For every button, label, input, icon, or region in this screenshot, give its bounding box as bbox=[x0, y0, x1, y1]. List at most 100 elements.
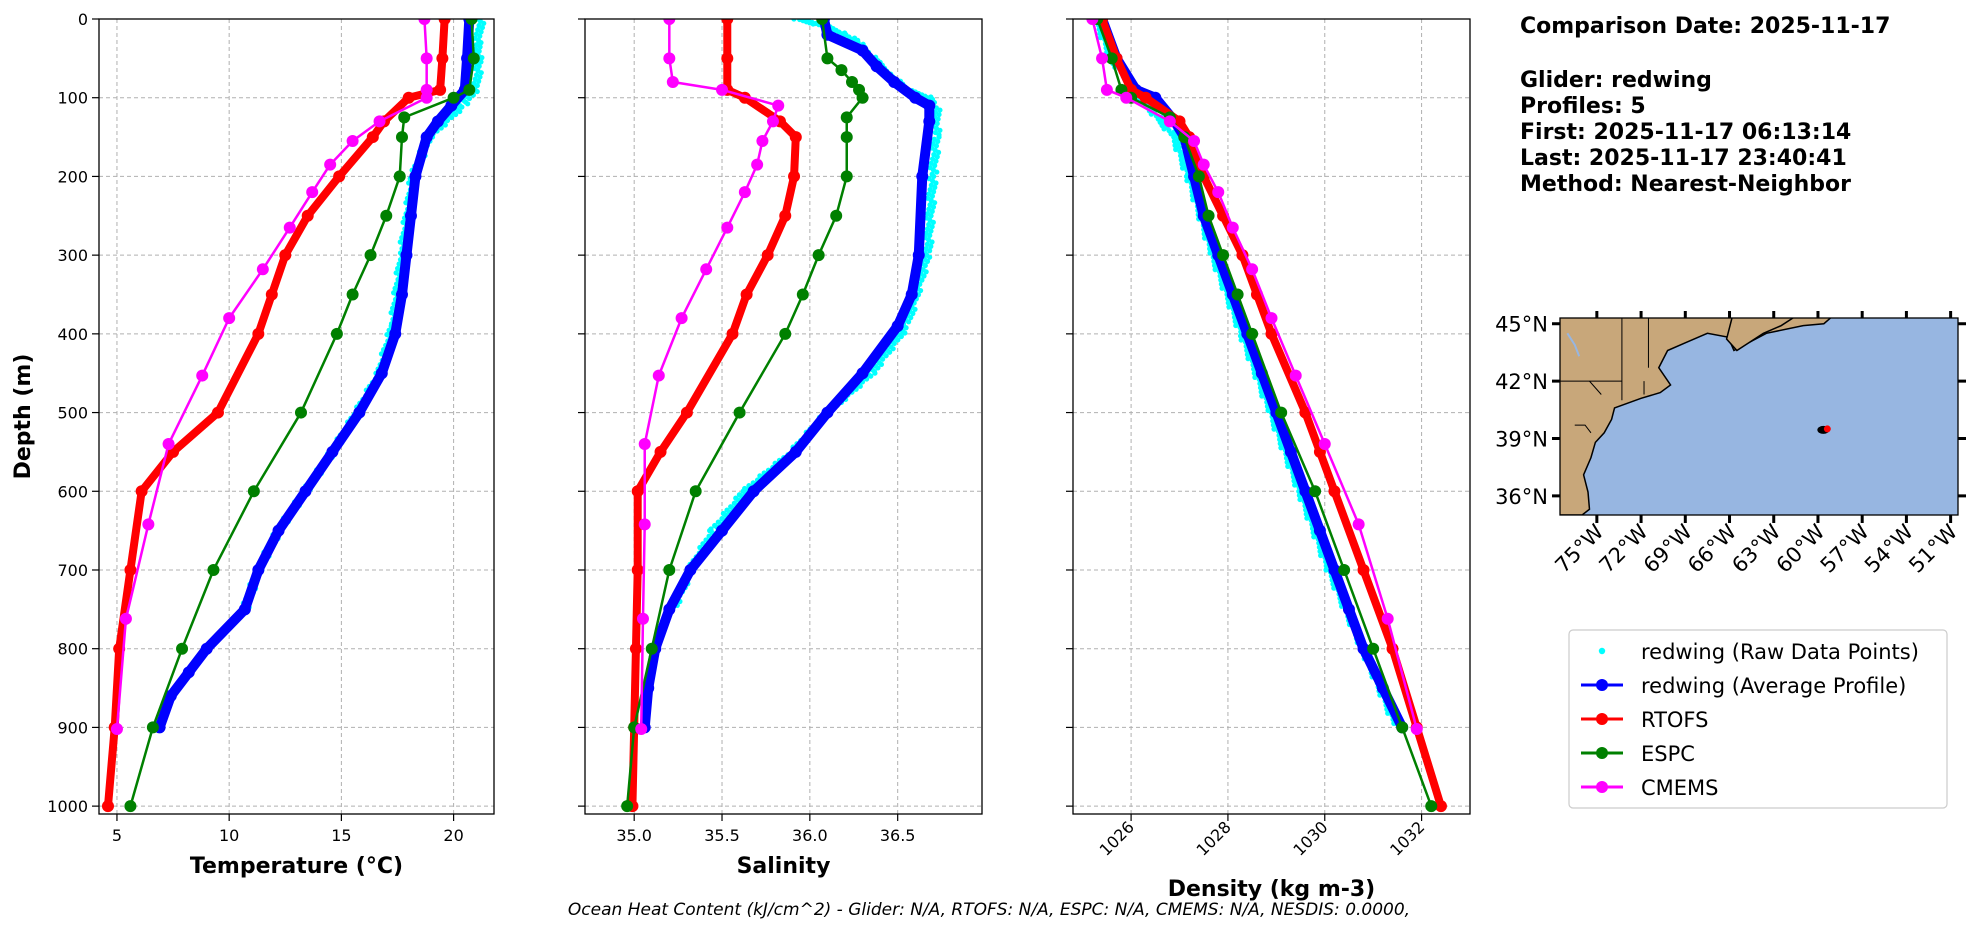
espc-marker bbox=[1367, 642, 1380, 655]
espc-marker bbox=[663, 563, 676, 576]
avg-marker bbox=[789, 445, 802, 458]
rtofs-marker bbox=[1299, 406, 1312, 419]
raw-point bbox=[872, 370, 878, 376]
location-map: 45°N 42°N 39°N 36°N75°W72°W69°W66°W63°W60°W… bbox=[1495, 311, 1966, 578]
y-tick-label: 600 bbox=[57, 482, 88, 501]
legend-label-cmems: CMEMS bbox=[1641, 776, 1719, 800]
cmems-marker bbox=[1197, 158, 1210, 171]
x-tick-label: 35.5 bbox=[704, 826, 740, 845]
avg-marker bbox=[299, 485, 312, 498]
rtofs-marker bbox=[631, 485, 644, 498]
legend-item-raw: redwing (Raw Data Points) bbox=[1598, 640, 1919, 664]
cmems-marker bbox=[1120, 91, 1133, 104]
rtofs-marker bbox=[629, 642, 642, 655]
cmems-marker bbox=[766, 115, 779, 128]
raw-point bbox=[476, 48, 482, 54]
avg-line bbox=[639, 19, 935, 733]
raw-point bbox=[481, 20, 487, 26]
legend-label-rtofs: RTOFS bbox=[1641, 708, 1708, 732]
panel-2: 35.0 35.5 36.0 36.5 Salinity bbox=[578, 18, 983, 879]
rtofs-marker bbox=[402, 91, 415, 104]
raw-point bbox=[908, 315, 914, 321]
map-border bbox=[1574, 424, 1592, 434]
raw-point bbox=[476, 63, 482, 69]
raw-point bbox=[1303, 511, 1309, 517]
cmems-marker bbox=[1381, 612, 1394, 625]
x-tick-label: 35.0 bbox=[616, 826, 652, 845]
espc-marker bbox=[689, 485, 702, 498]
raw-point bbox=[478, 40, 484, 46]
map-lon-label: 69°W bbox=[1639, 519, 1697, 577]
raw-point bbox=[929, 193, 935, 199]
legend: redwing (Raw Data Points) redwing (Averag… bbox=[1568, 629, 1948, 809]
raw-point bbox=[1171, 138, 1177, 144]
raw-point bbox=[1178, 153, 1184, 159]
rtofs-marker bbox=[265, 288, 278, 301]
raw-point bbox=[1270, 422, 1276, 428]
cmems-marker bbox=[635, 722, 648, 735]
raw-point bbox=[887, 349, 893, 355]
raw-point bbox=[1252, 374, 1258, 380]
rtofs-marker bbox=[1434, 800, 1447, 813]
raw-point bbox=[1190, 197, 1196, 203]
cmems-marker bbox=[196, 369, 209, 382]
cmems-marker bbox=[636, 612, 649, 625]
cmems-marker bbox=[738, 186, 751, 199]
raw-point bbox=[1251, 370, 1257, 376]
x-tick-label: 36.5 bbox=[880, 826, 916, 845]
avg-marker bbox=[375, 367, 388, 380]
avg-marker bbox=[404, 209, 417, 222]
avg-marker bbox=[395, 288, 408, 301]
raw-point bbox=[453, 111, 459, 118]
raw-point bbox=[910, 310, 916, 317]
espc-marker bbox=[398, 111, 411, 124]
series-group bbox=[621, 19, 943, 813]
raw-point bbox=[479, 55, 485, 61]
legend-swatch-rtofs bbox=[1596, 713, 1608, 725]
raw-point bbox=[903, 325, 909, 331]
raw-point bbox=[937, 127, 943, 133]
rtofs-marker bbox=[779, 209, 792, 222]
legend-swatch-cmems bbox=[1596, 781, 1608, 793]
rtofs-marker bbox=[761, 249, 774, 262]
cmems-marker bbox=[373, 115, 386, 128]
raw-point bbox=[457, 108, 463, 115]
raw-point bbox=[857, 383, 863, 389]
x-tick-label: 36.0 bbox=[792, 826, 828, 845]
raw-point bbox=[927, 254, 933, 260]
avg-marker bbox=[1299, 485, 1312, 498]
espc-marker bbox=[395, 131, 408, 144]
panel-3: 1026 1028 1030 1032 Density (kg m-3) bbox=[1066, 18, 1471, 902]
avg-marker bbox=[923, 115, 936, 128]
raw-point bbox=[1225, 300, 1231, 306]
raw-point bbox=[934, 169, 940, 175]
avg-marker bbox=[909, 91, 922, 104]
rtofs-marker bbox=[1173, 115, 1186, 128]
espc-marker bbox=[1105, 52, 1118, 65]
espc-marker bbox=[830, 209, 843, 222]
espc-marker bbox=[380, 209, 393, 222]
raw-point bbox=[935, 149, 942, 155]
espc-marker bbox=[840, 111, 853, 124]
raw-point bbox=[477, 33, 483, 39]
cmems-marker bbox=[1289, 369, 1302, 382]
raw-point bbox=[1278, 445, 1284, 451]
espc-marker bbox=[1309, 485, 1322, 498]
avg-marker bbox=[409, 170, 422, 183]
map-lat-label: 39°N bbox=[1495, 427, 1548, 451]
cmems-marker bbox=[418, 19, 431, 25]
legend-swatch-raw bbox=[1598, 647, 1606, 655]
cmems-marker bbox=[1163, 115, 1176, 128]
espc-marker bbox=[364, 249, 377, 262]
legend-label-raw: redwing (Raw Data Points) bbox=[1641, 640, 1919, 664]
map-lon-label: 60°W bbox=[1772, 519, 1830, 577]
raw-point bbox=[465, 101, 471, 107]
cmems-marker bbox=[256, 263, 269, 276]
legend-label-avg: redwing (Average Profile) bbox=[1641, 674, 1906, 698]
raw-point bbox=[1245, 356, 1251, 362]
raw-point bbox=[1184, 178, 1190, 184]
map-lon-label: 63°W bbox=[1727, 519, 1785, 577]
rtofs-marker bbox=[631, 563, 644, 576]
last-profile-time-text: Last: 2025-11-17 23:40:41 bbox=[1520, 146, 1847, 171]
raw-point bbox=[928, 228, 934, 234]
